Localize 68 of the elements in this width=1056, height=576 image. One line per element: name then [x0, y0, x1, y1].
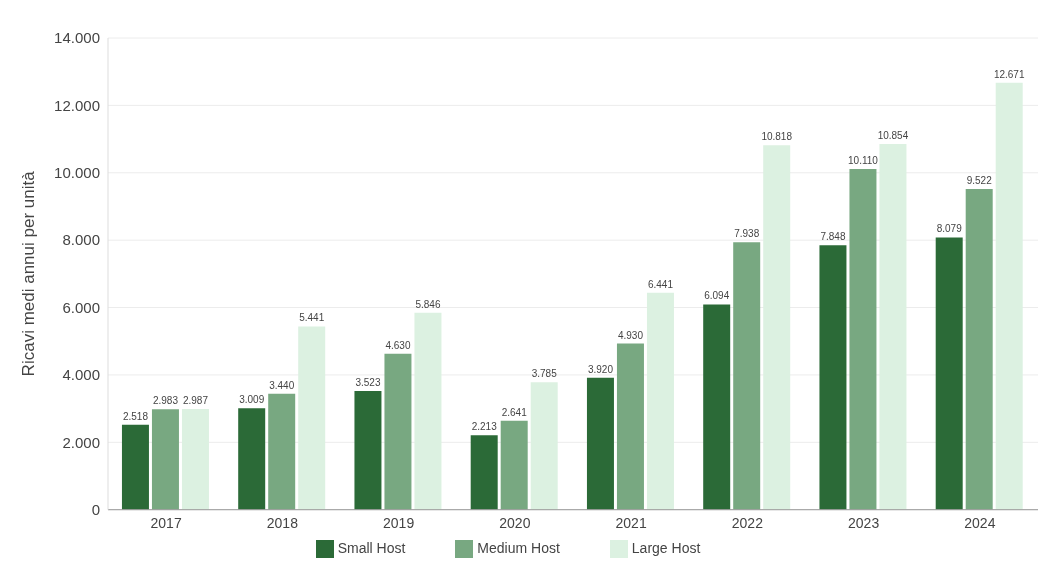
data-label: 3.785	[531, 368, 558, 380]
bar	[181, 409, 209, 510]
data-label: 2.518	[122, 410, 149, 422]
bar	[646, 292, 674, 510]
bar	[819, 245, 847, 510]
y-tick-label: 14.000	[54, 29, 100, 47]
bar	[586, 377, 614, 510]
data-label: 7.938	[734, 228, 760, 240]
y-tick-label: 8.000	[62, 231, 100, 249]
data-label: 9.522	[966, 174, 993, 186]
x-tick-label: 2021	[615, 514, 647, 531]
data-label: 2.987	[182, 395, 209, 407]
bar	[879, 144, 907, 510]
legend-label: Small Host	[337, 539, 406, 556]
bar	[151, 409, 179, 510]
y-axis-title: Ricavi medi annui per unità	[19, 170, 39, 377]
data-label: 5.441	[299, 312, 325, 324]
bar	[616, 343, 644, 510]
data-label: 12.671	[993, 68, 1025, 80]
bar	[354, 391, 382, 510]
data-label: 8.079	[936, 223, 963, 235]
y-tick-label: 12.000	[54, 96, 100, 114]
bar	[414, 312, 442, 510]
data-label: 3.920	[587, 363, 614, 375]
data-label: 4.630	[385, 339, 411, 351]
data-label: 4.930	[617, 329, 644, 341]
bar	[849, 169, 877, 510]
data-label: 6.441	[647, 278, 674, 290]
y-tick-label: 2.000	[62, 433, 100, 451]
bar	[995, 82, 1023, 510]
y-tick-label: 10.000	[54, 164, 100, 182]
bar	[703, 304, 731, 510]
bar	[530, 382, 558, 510]
data-label: 6.094	[704, 290, 730, 302]
bar	[935, 237, 963, 510]
data-label: 7.848	[820, 231, 846, 243]
x-tick-label: 2019	[383, 514, 415, 531]
x-tick-label: 2024	[964, 514, 996, 531]
y-tick-label: 0	[91, 501, 100, 519]
data-label: 10.110	[848, 155, 879, 167]
x-tick-label: 2022	[731, 514, 764, 531]
bar	[121, 424, 149, 510]
x-tick-label: 2018	[266, 514, 299, 531]
x-tick-label: 2020	[499, 514, 531, 531]
bar	[733, 242, 761, 510]
x-tick-label: 2023	[848, 514, 880, 531]
data-label: 3.009	[239, 394, 265, 406]
data-label: 10.854	[877, 130, 909, 141]
data-label: 2.213	[471, 421, 498, 433]
data-label: 10.818	[761, 131, 793, 143]
x-tick-label: 2017	[150, 514, 182, 531]
bar	[470, 435, 498, 510]
bar	[298, 326, 326, 510]
bar	[384, 353, 412, 510]
bar	[500, 420, 528, 510]
data-label: 2.983	[152, 395, 179, 407]
bar	[268, 393, 296, 510]
bar	[238, 408, 266, 510]
legend-label: Large Host	[631, 539, 701, 556]
data-label: 2.641	[501, 406, 528, 418]
bar	[763, 145, 791, 510]
y-tick-label: 4.000	[62, 366, 100, 384]
bar	[965, 188, 993, 510]
data-label: 3.440	[269, 379, 295, 391]
data-label: 5.846	[415, 298, 441, 310]
y-tick-label: 6.000	[62, 298, 100, 316]
legend-label: Medium Host	[477, 539, 560, 556]
data-label: 3.523	[355, 377, 381, 388]
